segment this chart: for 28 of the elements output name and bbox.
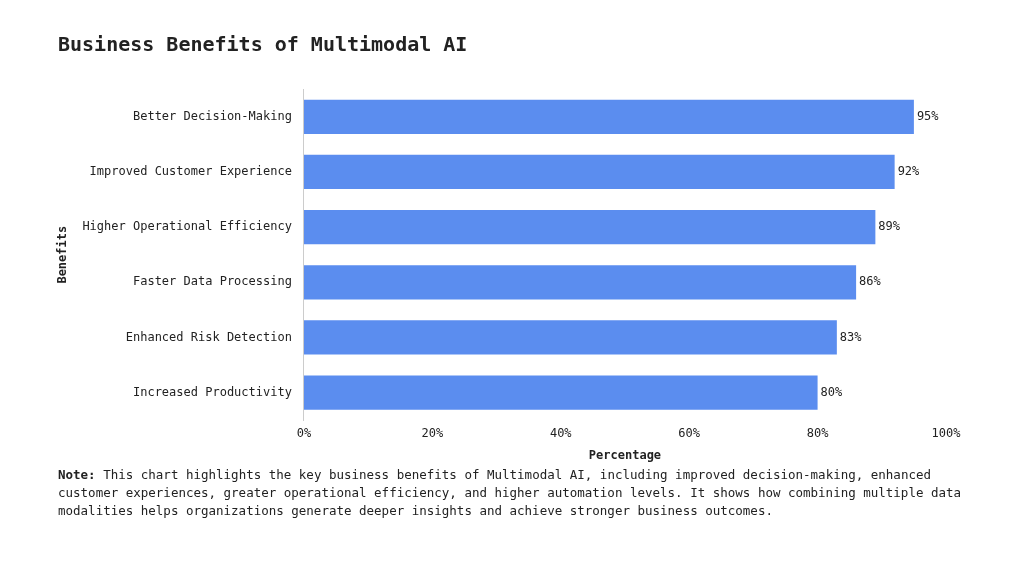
bar: [303, 320, 837, 355]
y-tick-label: Enhanced Risk Detection: [125, 329, 292, 344]
y-tick-label: Increased Productivity: [132, 384, 292, 399]
data-label: 83%: [839, 329, 863, 344]
data-label: 86%: [859, 274, 882, 289]
y-axis-title: Benefits: [55, 225, 70, 284]
x-tick-label: 80%: [806, 425, 830, 440]
data-label: 80%: [820, 384, 844, 399]
x-tick-label: 40%: [549, 425, 573, 440]
text: Note: This chart highlights the key business benefits of Multimodal AI, including improved decision-making, enhanced customer experiences, greater operational efficiency, and higher automation levels. It shows how combining multiple data modalities helps organizations generate deeper insights and achieve stronger business outcomes.: [58, 466, 963, 520]
x-axis-title: Percentage: [588, 447, 662, 462]
x-tick-label: 60%: [678, 425, 701, 440]
bar: [303, 265, 857, 300]
y-tick-label: Higher Operational Efficiency: [82, 219, 292, 234]
bar: [303, 210, 876, 245]
x-tick-label: 100%: [931, 425, 962, 440]
y-tick-label: Better Decision-Making: [132, 108, 292, 123]
x-tick-label: 20%: [421, 425, 444, 440]
x-tick-label: 0%: [296, 425, 312, 440]
chart-title: Business Benefits of Multimodal AI: [58, 32, 468, 56]
data-label: 95%: [916, 108, 940, 123]
y-tick-label: Faster Data Processing: [132, 274, 292, 289]
data-label: 92%: [897, 164, 921, 179]
y-tick-label: Improved Customer Experience: [89, 164, 292, 179]
bar: [303, 99, 914, 134]
data-label: 89%: [878, 219, 901, 234]
bar: [303, 375, 818, 410]
bar: [303, 154, 895, 190]
